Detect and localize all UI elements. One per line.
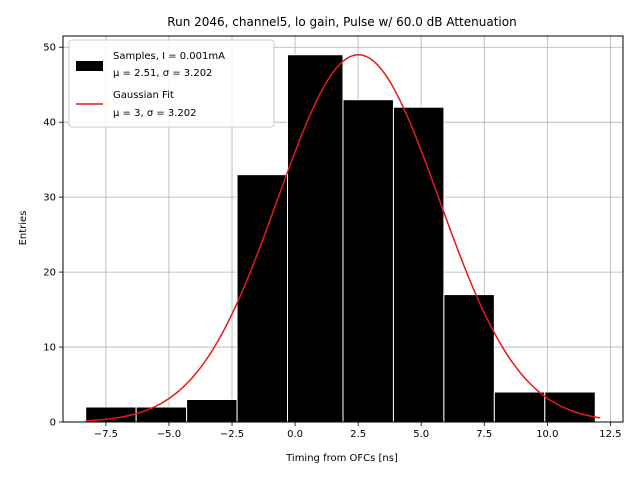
gaussian-fit-line xyxy=(85,53,601,422)
fit-curve-group xyxy=(85,53,601,422)
histogram-bar xyxy=(544,391,596,423)
histogram-bar xyxy=(392,106,445,423)
histogram-bar xyxy=(236,174,289,423)
legend-histogram-label: Samples, I = 0.001mA xyxy=(113,51,225,62)
legend-fit-label: Gaussian Fit xyxy=(113,90,174,101)
y-tick-label: 30 xyxy=(43,193,56,204)
legend-histogram-stats: μ = 2.51, σ = 3.202 xyxy=(113,68,212,79)
x-tick-label: 12.5 xyxy=(599,429,621,440)
y-axis-label: Entries xyxy=(18,211,29,246)
histogram-bars xyxy=(85,54,596,423)
y-tick-label: 40 xyxy=(43,118,56,129)
histogram-bar xyxy=(443,294,495,423)
y-tick-label: 0 xyxy=(50,418,56,429)
histogram-bar xyxy=(493,391,546,423)
legend: Samples, I = 0.001mA μ = 2.51, σ = 3.202… xyxy=(68,39,275,128)
legend-fit-stats: μ = 3, σ = 3.202 xyxy=(113,108,197,119)
y-tick-label: 20 xyxy=(43,268,56,279)
x-axis-ticks: −7.5 −5.0 −2.5 0.0 2.5 5.0 7.5 10.0 12.5 xyxy=(94,422,622,440)
histogram-bar xyxy=(287,54,344,423)
histogram-bar xyxy=(186,399,238,423)
x-tick-label: 7.5 xyxy=(476,429,492,440)
chart-title: Run 2046, channel5, lo gain, Pulse w/ 60… xyxy=(167,15,516,29)
legend-box xyxy=(68,39,275,128)
histogram-bar xyxy=(135,406,188,423)
x-tick-label: −7.5 xyxy=(94,429,118,440)
histogram-bar xyxy=(342,99,394,423)
y-tick-label: 50 xyxy=(43,43,56,54)
plot-frame xyxy=(62,35,624,423)
x-tick-label: −5.0 xyxy=(157,429,181,440)
x-tick-label: 10.0 xyxy=(536,429,558,440)
legend-histogram-swatch xyxy=(76,61,103,71)
y-axis-ticks: 0 10 20 30 40 50 xyxy=(43,43,63,429)
x-tick-label: 5.0 xyxy=(413,429,429,440)
x-tick-label: −2.5 xyxy=(220,429,244,440)
y-tick-label: 10 xyxy=(43,343,56,354)
x-tick-label: 0.0 xyxy=(287,429,303,440)
x-tick-label: 2.5 xyxy=(350,429,366,440)
x-axis-label: Timing from OFCs [ns] xyxy=(285,453,398,464)
